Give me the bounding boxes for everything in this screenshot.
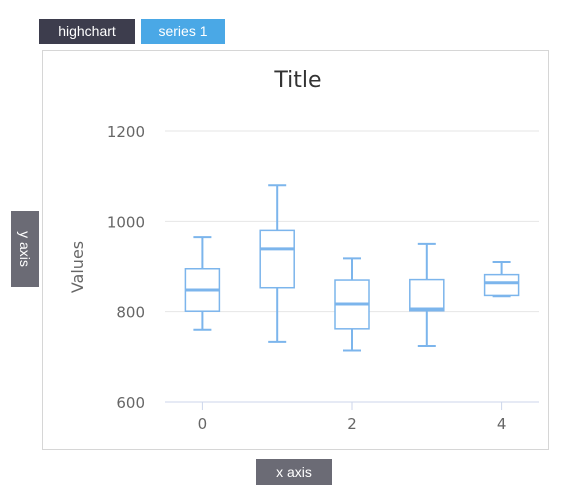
y-axis-button[interactable]: y axis: [11, 211, 39, 287]
tab-series-1[interactable]: series 1: [141, 19, 225, 44]
box-item: [184, 236, 221, 331]
box-body: [483, 273, 520, 297]
y-tick-label: 800: [116, 304, 145, 322]
y-axis-button-label: y axis: [17, 231, 33, 267]
x-tick-label: 4: [497, 415, 507, 433]
y-axis-label: Values: [68, 241, 87, 293]
box-item: [259, 184, 295, 343]
box-item: [483, 260, 520, 298]
box-item: [409, 242, 445, 347]
y-tick-label: 1200: [107, 123, 145, 141]
y-tick-label: 1000: [107, 213, 145, 231]
box-item: [334, 257, 370, 352]
tab-highchart[interactable]: highchart: [39, 19, 135, 44]
box-body: [259, 229, 295, 289]
boxplot-chart: Title Values 600 800 1000 1200 0 2 4: [68, 68, 539, 433]
chart-title: Title: [273, 68, 321, 93]
box-body: [409, 278, 445, 312]
x-axis-button[interactable]: x axis: [256, 459, 332, 485]
x-tick-label: 2: [347, 415, 357, 433]
x-tick-label: 0: [198, 415, 208, 433]
y-tick-label: 600: [116, 394, 145, 412]
chart-container: Title Values 600 800 1000 1200 0 2 4: [42, 50, 549, 450]
